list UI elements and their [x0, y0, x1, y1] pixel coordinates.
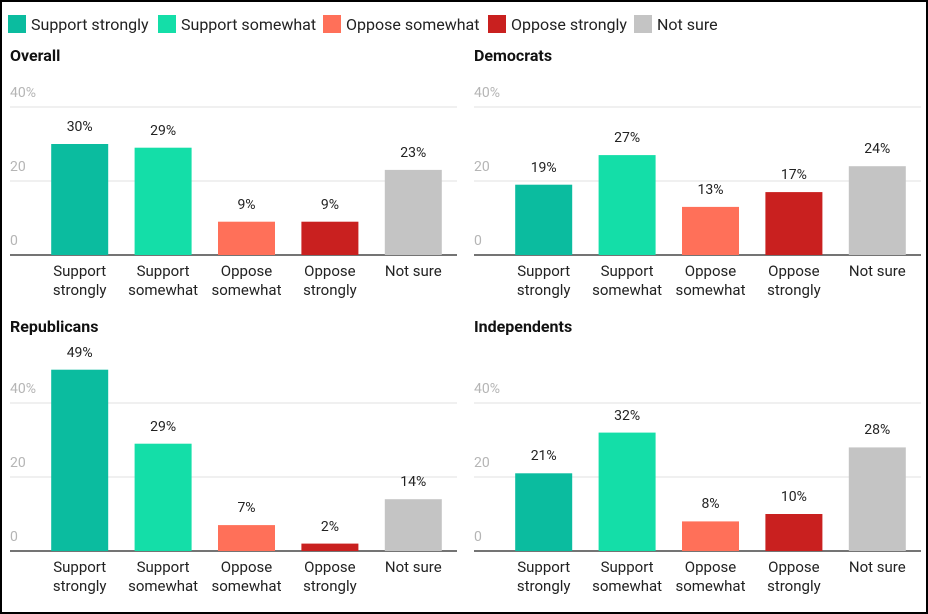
- x-tick-label: Support strongly: [52, 558, 107, 595]
- legend-swatch: [8, 15, 26, 33]
- bar: [765, 192, 823, 255]
- bar: [848, 447, 906, 551]
- x-tick-label: Oppose strongly: [767, 558, 821, 595]
- x-tick-label: Not sure: [384, 262, 442, 280]
- y-tick-label: 40%: [474, 85, 500, 101]
- legend-item: Support somewhat: [158, 14, 316, 36]
- legend-label: Oppose strongly: [511, 15, 627, 34]
- value-label: 27%: [614, 130, 641, 147]
- bar: [51, 369, 109, 551]
- value-label: 8%: [701, 496, 720, 513]
- panel-title: Republicans: [10, 317, 99, 336]
- value-label: 9%: [320, 196, 339, 213]
- y-tick-label: 0: [10, 233, 18, 249]
- y-tick-label: 0: [474, 529, 482, 545]
- bar: [682, 521, 739, 551]
- x-tick-label: Support strongly: [52, 262, 107, 299]
- legend-item: Oppose strongly: [488, 14, 627, 36]
- value-label: 2%: [320, 518, 339, 535]
- bar: [218, 221, 275, 255]
- bar: [515, 184, 573, 255]
- y-tick-label: 20: [474, 159, 490, 175]
- bar: [682, 206, 739, 255]
- legend-swatch: [488, 15, 506, 33]
- legend-label: Support strongly: [31, 15, 149, 34]
- x-tick-label: Oppose somewhat: [675, 558, 746, 595]
- x-tick-label: Oppose somewhat: [675, 262, 746, 299]
- y-tick-label: 20: [474, 455, 490, 471]
- value-label: 29%: [150, 418, 177, 435]
- legend-swatch: [158, 15, 176, 33]
- x-tick-label: Not sure: [384, 558, 442, 576]
- x-tick-label: Support somewhat: [128, 262, 199, 299]
- value-label: 28%: [864, 422, 891, 439]
- panel-title: Democrats: [474, 46, 553, 65]
- y-tick-label: 20: [10, 159, 26, 175]
- value-label: 10%: [780, 489, 807, 505]
- y-tick-label: 20: [10, 455, 26, 471]
- x-tick-label: Oppose somewhat: [211, 558, 282, 595]
- value-label: 49%: [66, 344, 93, 361]
- x-tick-label: Not sure: [848, 558, 906, 576]
- legend-item: Oppose somewhat: [323, 14, 479, 36]
- bar: [848, 166, 906, 255]
- value-label: 30%: [66, 119, 93, 135]
- value-label: 14%: [400, 474, 427, 491]
- bar: [765, 514, 823, 551]
- bar: [384, 169, 442, 255]
- bar: [515, 473, 573, 551]
- x-tick-label: Not sure: [848, 262, 906, 280]
- panel-title: Overall: [10, 46, 61, 65]
- value-label: 24%: [864, 141, 891, 158]
- y-tick-label: 40%: [10, 85, 36, 101]
- bar: [301, 543, 359, 551]
- bar: [134, 443, 192, 551]
- x-tick-label: Oppose strongly: [767, 262, 821, 299]
- value-label: 19%: [530, 159, 557, 176]
- x-tick-label: Support somewhat: [128, 558, 199, 595]
- value-label: 7%: [237, 500, 256, 517]
- panel-title: Independents: [474, 317, 573, 336]
- bar: [134, 147, 192, 255]
- legend-item: Not sure: [634, 14, 718, 36]
- bar: [598, 432, 656, 551]
- value-label: 21%: [530, 448, 557, 465]
- value-label: 32%: [614, 407, 641, 424]
- bar: [301, 221, 359, 255]
- bar: [218, 525, 275, 551]
- x-tick-label: Support somewhat: [592, 262, 663, 299]
- bar: [598, 155, 656, 255]
- value-label: 23%: [400, 144, 427, 161]
- legend-label: Oppose somewhat: [346, 15, 480, 34]
- value-label: 17%: [780, 167, 807, 184]
- x-tick-label: Oppose strongly: [303, 262, 357, 299]
- x-tick-label: Oppose somewhat: [211, 262, 282, 299]
- y-tick-label: 0: [10, 529, 18, 545]
- legend-swatch: [634, 15, 652, 33]
- bar: [51, 144, 109, 255]
- value-label: 9%: [237, 196, 256, 213]
- x-tick-label: Support somewhat: [592, 558, 663, 595]
- bar: [384, 499, 442, 551]
- y-tick-label: 0: [474, 233, 482, 249]
- legend-item: Support strongly: [8, 14, 149, 36]
- value-label: 13%: [697, 181, 724, 198]
- x-tick-label: Support strongly: [516, 558, 571, 595]
- legend-swatch: [323, 15, 341, 33]
- value-label: 29%: [150, 122, 177, 139]
- x-tick-label: Oppose strongly: [303, 558, 357, 595]
- y-tick-label: 40%: [474, 381, 500, 397]
- y-tick-label: 40%: [10, 381, 36, 397]
- legend-label: Not sure: [657, 15, 718, 34]
- x-tick-label: Support strongly: [516, 262, 571, 299]
- legend-label: Support somewhat: [181, 15, 317, 34]
